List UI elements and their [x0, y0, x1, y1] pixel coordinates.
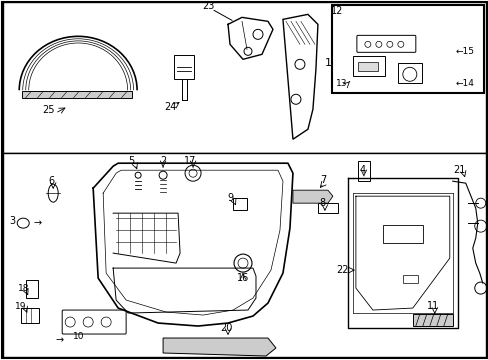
Text: 8: 8	[319, 198, 325, 208]
Text: →: →	[55, 335, 63, 345]
Bar	[3, 3, 485, 153]
Bar	[397, 63, 421, 83]
Text: 23: 23	[202, 1, 214, 12]
Text: 5: 5	[128, 156, 134, 166]
Bar	[317, 203, 337, 213]
Text: 13: 13	[335, 79, 347, 88]
Polygon shape	[163, 338, 275, 356]
Bar	[352, 56, 384, 76]
Bar	[3, 153, 485, 357]
Bar	[357, 62, 377, 71]
Text: 12: 12	[330, 6, 343, 16]
Text: 22: 22	[336, 265, 348, 275]
Text: 4: 4	[359, 165, 365, 175]
Bar	[22, 91, 132, 98]
Text: 20: 20	[220, 323, 232, 333]
Text: 21: 21	[453, 165, 465, 175]
Bar	[412, 314, 452, 326]
Text: 1: 1	[324, 58, 331, 68]
Text: 16: 16	[236, 273, 248, 283]
Bar	[21, 308, 39, 323]
Text: →: →	[33, 218, 41, 228]
Bar	[382, 225, 422, 243]
Bar	[174, 55, 194, 79]
Text: 2: 2	[160, 156, 166, 166]
Bar	[26, 280, 38, 298]
Text: 6: 6	[48, 176, 54, 186]
Text: 24: 24	[163, 102, 176, 112]
Polygon shape	[283, 14, 317, 139]
Text: 9: 9	[226, 193, 233, 203]
Text: 25: 25	[42, 105, 54, 115]
Text: 7: 7	[319, 175, 325, 185]
Text: 3: 3	[9, 216, 15, 226]
Bar	[331, 5, 483, 93]
Text: 19: 19	[15, 302, 26, 311]
Text: 11: 11	[426, 301, 438, 311]
Polygon shape	[292, 190, 332, 203]
Bar	[402, 275, 417, 283]
Text: ←15: ←15	[455, 47, 474, 56]
Text: 10: 10	[73, 332, 84, 341]
Bar	[357, 161, 369, 181]
Text: 18: 18	[18, 284, 29, 293]
Bar	[233, 198, 246, 210]
Text: ←14: ←14	[455, 79, 474, 88]
Text: 17: 17	[183, 156, 196, 166]
